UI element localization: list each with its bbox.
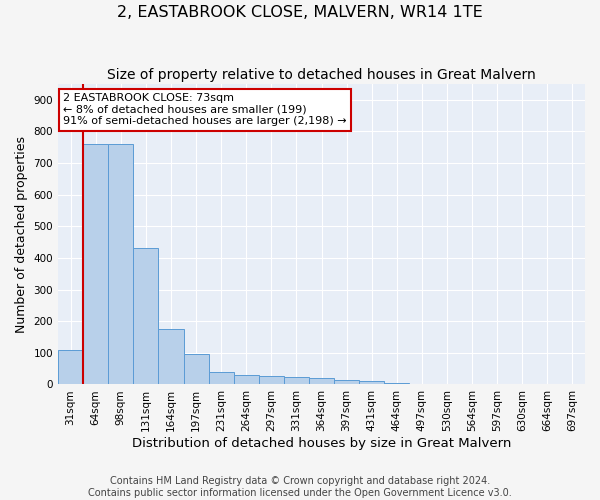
Bar	[233, 375, 259, 384]
Bar	[158, 329, 184, 384]
Bar	[83, 144, 108, 384]
Bar	[209, 372, 233, 384]
Text: 2, EASTABROOK CLOSE, MALVERN, WR14 1TE: 2, EASTABROOK CLOSE, MALVERN, WR14 1TE	[117, 5, 483, 20]
Bar	[184, 354, 209, 384]
X-axis label: Distribution of detached houses by size in Great Malvern: Distribution of detached houses by size …	[132, 437, 511, 450]
Bar	[58, 350, 83, 384]
Bar	[359, 382, 384, 384]
Bar	[334, 380, 359, 384]
Bar	[384, 383, 409, 384]
Text: 2 EASTABROOK CLOSE: 73sqm
← 8% of detached houses are smaller (199)
91% of semi-: 2 EASTABROOK CLOSE: 73sqm ← 8% of detach…	[64, 93, 347, 126]
Y-axis label: Number of detached properties: Number of detached properties	[15, 136, 28, 333]
Bar	[133, 248, 158, 384]
Bar	[284, 376, 309, 384]
Bar	[259, 376, 284, 384]
Bar	[108, 144, 133, 384]
Text: Contains HM Land Registry data © Crown copyright and database right 2024.
Contai: Contains HM Land Registry data © Crown c…	[88, 476, 512, 498]
Bar	[309, 378, 334, 384]
Title: Size of property relative to detached houses in Great Malvern: Size of property relative to detached ho…	[107, 68, 536, 82]
